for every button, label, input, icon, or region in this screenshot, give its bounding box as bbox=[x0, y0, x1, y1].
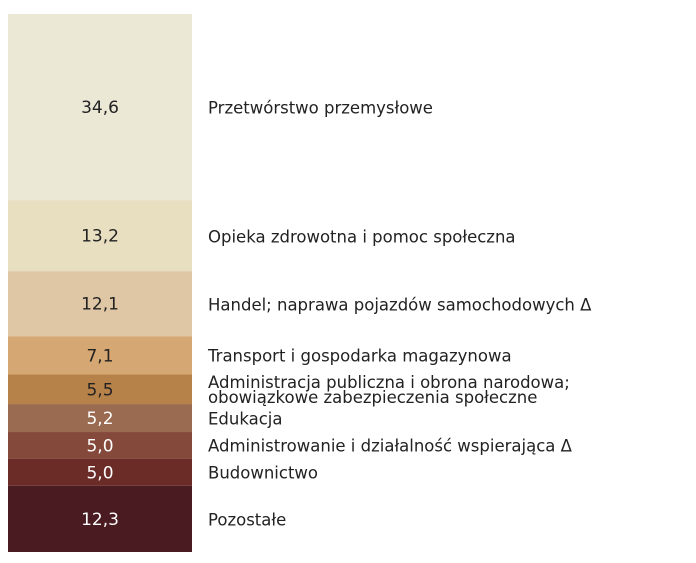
category-label: Handel; naprawa pojazdów samochodowych Δ bbox=[208, 295, 592, 315]
value-label: 7,1 bbox=[86, 346, 113, 366]
value-label: 34,6 bbox=[81, 98, 119, 118]
bar-segment bbox=[8, 336, 192, 375]
category-label: Przetwórstwo przemysłowe bbox=[208, 98, 433, 118]
value-label: 5,5 bbox=[86, 380, 113, 400]
value-label: 12,3 bbox=[81, 510, 119, 530]
category-label: Administrowanie i działalność wspierając… bbox=[208, 436, 572, 456]
category-label: Pozostałe bbox=[208, 510, 287, 530]
bar-segment bbox=[8, 374, 192, 405]
value-label: 5,2 bbox=[86, 409, 113, 429]
value-label: 5,0 bbox=[86, 436, 113, 456]
category-label: Budownictwo bbox=[208, 463, 319, 483]
category-label: Administracja publiczna i obrona narodow… bbox=[208, 373, 570, 408]
bar-segment bbox=[8, 200, 192, 272]
value-label: 12,1 bbox=[81, 295, 119, 315]
bar-segment bbox=[8, 14, 192, 201]
bar-segment bbox=[8, 432, 192, 459]
bar-segment bbox=[8, 404, 192, 433]
bar-segment bbox=[8, 271, 192, 337]
bar-segment bbox=[8, 458, 192, 486]
category-label: Edukacja bbox=[208, 409, 283, 429]
category-label: Opieka zdrowotna i pomoc społeczna bbox=[208, 227, 516, 247]
category-label: Transport i gospodarka magazynowa bbox=[208, 346, 512, 366]
value-label: 5,0 bbox=[86, 463, 113, 483]
bar-segment bbox=[8, 485, 192, 552]
value-label: 13,2 bbox=[81, 227, 119, 247]
